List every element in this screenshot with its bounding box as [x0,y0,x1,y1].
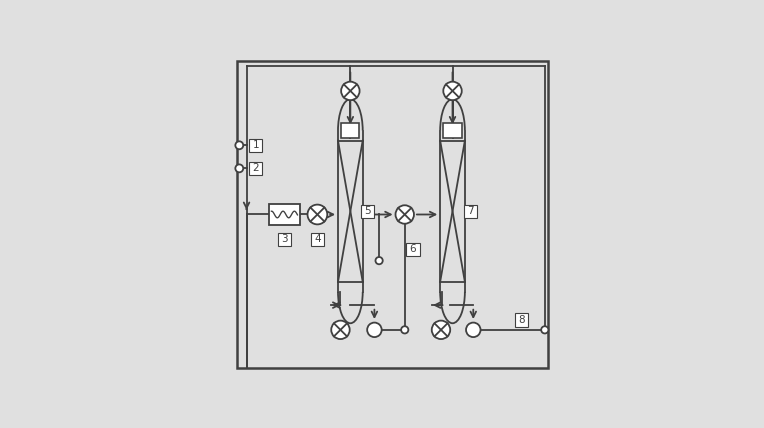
Bar [269,204,300,225]
Text: 2: 2 [252,163,259,173]
Circle shape [342,82,360,100]
Text: 8: 8 [519,315,525,325]
Text: 5: 5 [364,206,371,216]
Circle shape [332,321,350,339]
Circle shape [235,164,243,172]
Bar [443,122,461,138]
Bar [464,205,478,218]
Circle shape [367,323,382,337]
Text: 7: 7 [468,206,474,216]
Circle shape [541,326,549,333]
Text: 6: 6 [410,244,416,254]
Circle shape [432,321,450,339]
Bar [406,243,419,256]
Bar [342,122,359,138]
Circle shape [235,141,243,149]
Bar [515,313,529,327]
Circle shape [396,205,414,224]
Bar [249,162,262,175]
Bar [249,139,262,152]
Circle shape [375,257,383,264]
Circle shape [308,205,327,224]
Bar [311,233,324,246]
Text: 4: 4 [314,234,321,244]
Circle shape [401,326,408,333]
Circle shape [466,323,481,337]
Bar [278,233,291,246]
Bar [361,205,374,218]
Text: 1: 1 [252,140,259,150]
Circle shape [443,82,461,100]
Text: 3: 3 [281,234,288,244]
